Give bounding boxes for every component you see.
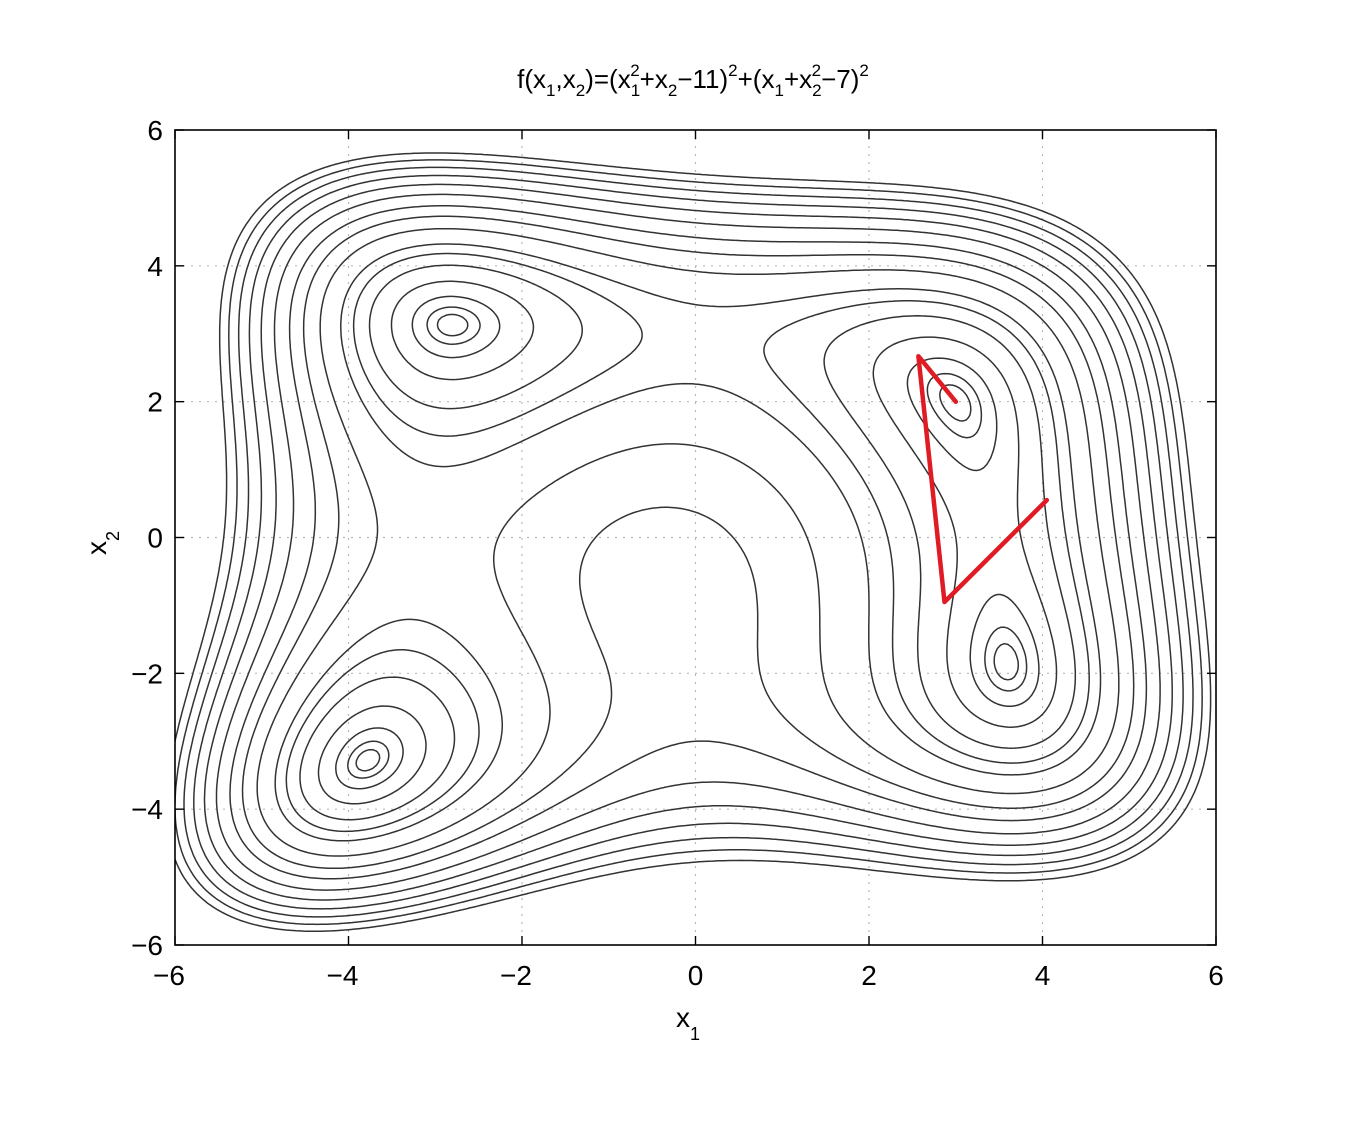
- title-part: f(x: [517, 64, 546, 94]
- contour-line: [274, 243, 1102, 842]
- title-part: +x: [640, 64, 668, 94]
- title-part: 1: [631, 81, 640, 100]
- chart-title: f(x1,x2)=(x12+x2−11)2+(x1+x22−7)2: [517, 61, 869, 100]
- title-part: +x: [784, 64, 812, 94]
- y-tick-label: 0: [147, 523, 163, 554]
- y-tick-label: −4: [131, 794, 163, 825]
- title-part: −7): [821, 64, 859, 94]
- contour-line: [285, 252, 1090, 833]
- contour-lines: [175, 152, 1212, 933]
- x-tick-label: 0: [688, 960, 704, 991]
- title-part: 2: [859, 61, 868, 80]
- axis-ticks: [174, 129, 1217, 946]
- x-axis-label-subscript: 1: [690, 1024, 700, 1044]
- contour-line: [183, 166, 1194, 918]
- title-part: 2: [668, 81, 677, 100]
- y-tick-label: 6: [147, 115, 163, 146]
- contour-line: [335, 295, 1040, 790]
- contour-line: [175, 159, 1203, 926]
- x-tick-label: −4: [327, 960, 359, 991]
- contour-line: [347, 306, 1028, 779]
- y-axis-label: x2: [81, 531, 123, 555]
- descent-path: [916, 353, 1050, 605]
- x-tick-label: 6: [1208, 960, 1224, 991]
- title-part: +(x: [738, 64, 775, 94]
- title-part: 2: [630, 61, 639, 80]
- contour-line: [241, 215, 1135, 870]
- title-part: 1: [546, 81, 555, 100]
- contour-line: [229, 205, 1148, 880]
- x-axis-label: x1: [676, 1002, 700, 1044]
- title-part: 2: [728, 61, 737, 80]
- y-axis-label-subscript: 2: [103, 531, 123, 541]
- contour-line: [355, 313, 1020, 772]
- title-part: 1: [774, 81, 783, 100]
- x-axis-label-main: x: [676, 1002, 690, 1033]
- title-part: )=(x: [585, 64, 631, 94]
- contour-line: [203, 183, 1173, 901]
- title-part: −11): [677, 64, 728, 94]
- descent-path-line: [916, 353, 1050, 605]
- x-tick-label: −2: [500, 960, 532, 991]
- x-tick-labels: −6 −4 −2 0 2 4 6: [153, 960, 1224, 991]
- grid-lines: [175, 130, 1216, 945]
- x-tick-label: −6: [153, 960, 185, 991]
- title-part: 2: [576, 81, 585, 100]
- title-part: 2: [812, 81, 821, 100]
- contour-line: [299, 264, 1077, 821]
- contour-line: [317, 280, 1058, 805]
- x-tick-label: 2: [861, 960, 877, 991]
- title-part: ,x: [556, 64, 576, 94]
- y-tick-labels: −6 −4 −2 0 2 4 6: [131, 115, 163, 961]
- y-tick-label: 2: [147, 387, 163, 418]
- contour-line: [215, 193, 1161, 891]
- title-part: 2: [812, 61, 821, 80]
- contour-line: [175, 152, 1212, 933]
- y-tick-label: 4: [147, 251, 163, 282]
- contour-line: [193, 174, 1184, 910]
- y-tick-label: −6: [131, 930, 163, 961]
- y-axis-label-main: x: [81, 541, 112, 555]
- contour-line: [256, 227, 1120, 857]
- y-tick-label: −2: [131, 658, 163, 689]
- x-tick-label: 4: [1035, 960, 1051, 991]
